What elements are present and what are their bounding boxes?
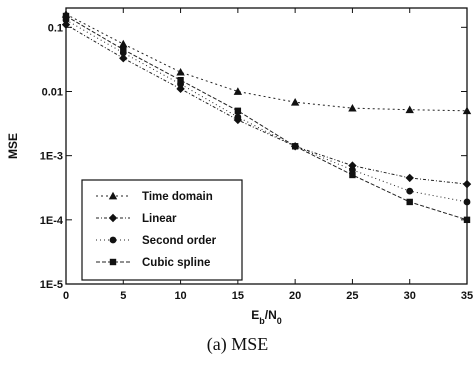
plot-frame bbox=[65, 7, 468, 285]
data-point bbox=[348, 103, 357, 112]
series-line bbox=[65, 15, 468, 221]
series-line bbox=[65, 24, 468, 185]
legend-label: Cubic spline bbox=[142, 257, 210, 269]
x-tick-label: 15 bbox=[232, 290, 244, 302]
series-line bbox=[65, 19, 468, 203]
figure-caption: (a) MSE bbox=[206, 334, 269, 354]
data-point bbox=[291, 143, 299, 150]
x-tick-label: 30 bbox=[404, 290, 416, 302]
legend-marker bbox=[109, 258, 117, 266]
data-point bbox=[405, 105, 414, 114]
data-point bbox=[176, 67, 185, 76]
x-tick-label: 25 bbox=[346, 290, 358, 302]
legend-label: Linear bbox=[142, 213, 177, 225]
x-tick-label: 5 bbox=[120, 290, 126, 302]
x-axis-label: Eb/N0 bbox=[251, 308, 282, 326]
data-point bbox=[406, 187, 414, 195]
y-axis-label: MSE bbox=[6, 133, 20, 159]
data-point bbox=[406, 198, 413, 206]
data-point bbox=[290, 98, 300, 106]
data-point bbox=[119, 39, 128, 48]
data-point bbox=[234, 113, 242, 121]
data-point bbox=[349, 166, 356, 174]
data-point bbox=[177, 76, 184, 84]
y-tick-label: 1E-4 bbox=[40, 215, 64, 227]
legend-marker bbox=[109, 236, 117, 244]
y-tick-label: 1E-5 bbox=[40, 279, 63, 291]
x-tick-label: 20 bbox=[289, 290, 301, 302]
y-tick-label: 1E-3 bbox=[40, 151, 63, 163]
x-tick-label: 10 bbox=[174, 290, 186, 302]
data-point bbox=[349, 171, 356, 179]
legend-marker bbox=[108, 213, 118, 223]
y-tick-label: 0.1 bbox=[48, 22, 63, 34]
legend-entry: Cubic spline bbox=[96, 257, 210, 269]
data-point bbox=[233, 87, 243, 95]
mse-chart: 0 5 10 15 20 25 30 35 0.1 0.01 1E-3 1E-4 1E-5 MSE Eb/N… bbox=[6, 7, 473, 326]
series-line bbox=[65, 13, 468, 112]
data-point bbox=[405, 173, 414, 183]
x-tick-label: 35 bbox=[461, 290, 473, 302]
legend: Time domain Linear Second order Cubic splin… bbox=[81, 179, 243, 281]
data-point bbox=[119, 54, 128, 63]
legend-entry: Second order bbox=[96, 235, 217, 247]
legend-entry: Linear bbox=[96, 213, 177, 225]
legend-label: Second order bbox=[142, 235, 217, 247]
legend-box bbox=[81, 179, 243, 281]
legend-label: Time domain bbox=[142, 191, 213, 203]
axes: 0 5 10 15 20 25 30 35 0.1 0.01 1E-3 1E-4 1E-5 MSE Eb/N… bbox=[6, 7, 473, 326]
x-tick-label: 0 bbox=[63, 290, 69, 302]
legend-entry: Time domain bbox=[96, 191, 213, 203]
legend-marker bbox=[108, 191, 118, 200]
plot-marks bbox=[61, 10, 472, 224]
data-point bbox=[234, 107, 242, 115]
y-tick-label: 0.01 bbox=[42, 86, 63, 98]
data-point bbox=[120, 46, 127, 53]
